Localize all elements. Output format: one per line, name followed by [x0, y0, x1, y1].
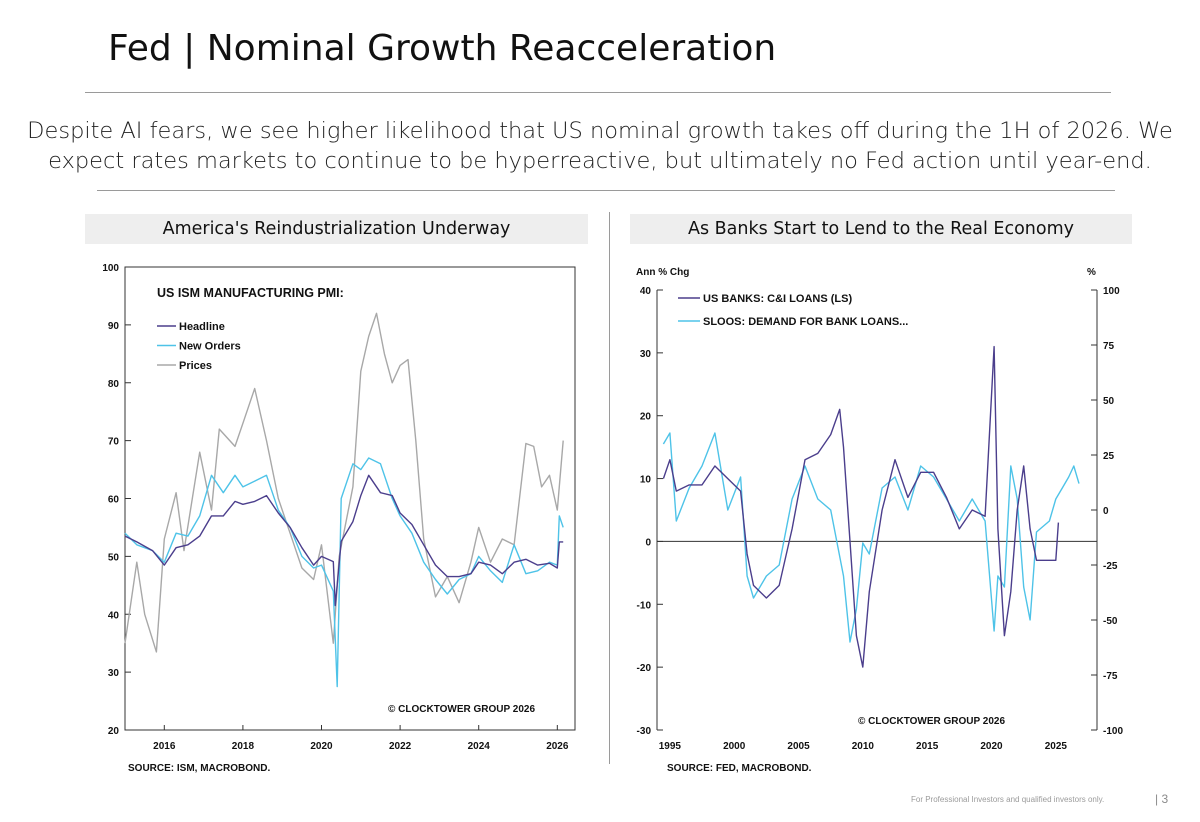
right-rtick-label: 25 [1103, 451, 1115, 462]
left-panel-title: America's Reindustrialization Underway [85, 214, 588, 244]
left-xtick-label: 2018 [232, 741, 255, 752]
right-ltick-label: 10 [640, 475, 652, 486]
subtitle-line-1: Despite AI fears, we see higher likeliho… [27, 118, 1173, 144]
right-legend-label: US BANKS: C&I LOANS (LS) [703, 293, 852, 305]
right-rtick-label: 75 [1103, 341, 1115, 352]
right-rtick-label: 100 [1103, 286, 1120, 297]
footer-disclaimer: For Professional Investors and qualified… [911, 795, 1105, 804]
right-ltick-label: 0 [645, 537, 651, 548]
left-ytick-label: 100 [102, 263, 119, 274]
right-xtick-label: 2015 [916, 741, 939, 752]
right-panel-title: As Banks Start to Lend to the Real Econo… [630, 214, 1132, 244]
title-divider [85, 92, 1111, 93]
left-ytick-label: 40 [108, 610, 120, 621]
right-rtick-label: 50 [1103, 396, 1115, 407]
left-ytick-label: 60 [108, 495, 120, 506]
right-xtick-label: 2010 [852, 741, 875, 752]
left-ytick-label: 70 [108, 437, 120, 448]
right-rtick-label: -75 [1103, 671, 1118, 682]
right-ltick-label: -10 [637, 600, 652, 611]
right-xtick-label: 1995 [659, 741, 682, 752]
left-legend-label: Headline [179, 321, 225, 333]
left-ytick-label: 90 [108, 321, 120, 332]
left-source: SOURCE: ISM, MACROBOND. [128, 763, 270, 774]
right-credit: © CLOCKTOWER GROUP 2026 [858, 716, 1005, 727]
page-subtitle: Despite AI fears, we see higher likeliho… [0, 116, 1200, 176]
right-ltick-label: -20 [637, 663, 652, 674]
right-ltick-label: -30 [637, 726, 652, 737]
panel-divider [609, 212, 610, 764]
right-xtick-label: 2000 [723, 741, 746, 752]
right-ltick-label: 40 [640, 286, 652, 297]
left-credit: © CLOCKTOWER GROUP 2026 [388, 704, 535, 715]
right-xtick-label: 2005 [787, 741, 810, 752]
left-xtick-label: 2020 [310, 741, 333, 752]
left-legend-label: Prices [179, 360, 212, 372]
left-ytick-label: 50 [108, 552, 120, 563]
left-series-line [124, 457, 564, 688]
right-ltick-label: 30 [640, 349, 652, 360]
left-ytick-label: 20 [108, 726, 120, 737]
right-ltick-label: 20 [640, 412, 652, 423]
right-rtick-label: -50 [1103, 616, 1118, 627]
right-series-line [662, 345, 1060, 668]
right-xtick-label: 2020 [980, 741, 1003, 752]
right-rtick-label: -25 [1103, 561, 1118, 572]
subtitle-divider [97, 190, 1115, 191]
right-y-right-label: % [1087, 267, 1096, 278]
right-legend-label: SLOOS: DEMAND FOR BANK LOANS... [703, 316, 908, 328]
right-xtick-label: 2025 [1045, 741, 1068, 752]
left-xtick-label: 2024 [468, 741, 491, 752]
left-legend-label: New Orders [179, 341, 241, 353]
left-ytick-label: 30 [108, 668, 120, 679]
right-rtick-label: 0 [1103, 506, 1109, 517]
right-source: SOURCE: FED, MACROBOND. [667, 763, 812, 774]
page-number: | 3 [1155, 792, 1169, 806]
page-title: Fed | Nominal Growth Reacceleration [108, 28, 777, 69]
right-y-left-label: Ann % Chg [636, 267, 689, 278]
right-rtick-label: -100 [1103, 726, 1123, 737]
right-series-line [662, 432, 1080, 643]
left-series-line [124, 474, 564, 607]
subtitle-line-2: expect rates markets to continue to be h… [48, 148, 1152, 174]
left-ytick-label: 80 [108, 379, 120, 390]
left-xtick-label: 2016 [153, 741, 176, 752]
left-xtick-label: 2026 [546, 741, 569, 752]
left-xtick-label: 2022 [389, 741, 412, 752]
left-series-line [124, 312, 564, 653]
left-chart-title: US ISM MANUFACTURING PMI: [157, 286, 344, 300]
